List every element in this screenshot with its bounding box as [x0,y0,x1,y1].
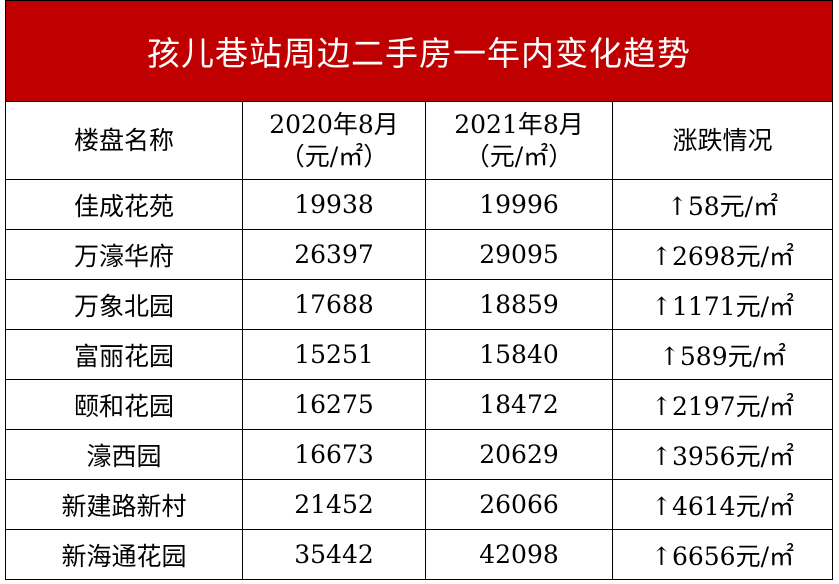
table-cell: 富丽花园 [5,329,243,380]
table-cell: ↑589元/㎡ [612,329,833,380]
header-cell: 2020年8月 （元/㎡） [242,101,426,180]
table-row: 佳成花苑 19938 19996 ↑58元/㎡ [5,179,833,230]
table-cell: 19996 [425,179,613,230]
table-cell: 新海通花园 [5,529,243,580]
table-cell: 29095 [425,229,613,280]
table-cell: 新建路新村 [5,479,243,530]
table-body: 孩儿巷站周边二手房一年内变化趋势 楼盘名称 2020年8月 （元/㎡） 2021年8… [5,0,833,580]
table-cell: 佳成花苑 [5,179,243,230]
table-cell: ↑1171元/㎡ [612,279,833,330]
table-row: 富丽花园 15251 15840 ↑589元/㎡ [5,329,833,380]
table-cell: 42098 [425,529,613,580]
table-row: 濠西园 16673 20629 ↑3956元/㎡ [5,429,833,480]
table-cell: 万濠华府 [5,229,243,280]
table-title: 孩儿巷站周边二手房一年内变化趋势 [5,0,833,102]
table-cell: 18859 [425,279,613,330]
table-cell: 35442 [242,529,426,580]
table-cell: 26066 [425,479,613,530]
table-row: 万濠华府 26397 29095 ↑2698元/㎡ [5,229,833,280]
price-table: 孩儿巷站周边二手房一年内变化趋势 楼盘名称 2020年8月 （元/㎡） 2021年8… [5,0,833,580]
table-row: 颐和花园 16275 18472 ↑2197元/㎡ [5,379,833,430]
table-cell: 26397 [242,229,426,280]
table-row: 新建路新村 21452 26066 ↑4614元/㎡ [5,479,833,530]
table-cell: 15251 [242,329,426,380]
table-cell: 16275 [242,379,426,430]
table-cell: ↑6656元/㎡ [612,529,833,580]
table-cell: 濠西园 [5,429,243,480]
table-cell: 18472 [425,379,613,430]
header-cell: 涨跌情况 [612,101,833,180]
table-cell: 颐和花园 [5,379,243,430]
title-row: 孩儿巷站周边二手房一年内变化趋势 [5,0,833,102]
table-cell: 17688 [242,279,426,330]
table-cell: ↑4614元/㎡ [612,479,833,530]
table-cell: 15840 [425,329,613,380]
table-cell: ↑2698元/㎡ [612,229,833,280]
table-cell: ↑58元/㎡ [612,179,833,230]
table-cell: 19938 [242,179,426,230]
table-cell: 16673 [242,429,426,480]
table-cell: ↑2197元/㎡ [612,379,833,430]
table-row: 万象北园 17688 18859 ↑1171元/㎡ [5,279,833,330]
table-row: 新海通花园 35442 42098 ↑6656元/㎡ [5,529,833,580]
header-cell: 2021年8月 （元/㎡） [425,101,613,180]
table-cell: 20629 [425,429,613,480]
table-cell: 万象北园 [5,279,243,330]
header-cell: 楼盘名称 [5,101,243,180]
header-row: 楼盘名称 2020年8月 （元/㎡） 2021年8月 （元/㎡） 涨跌情况 [5,101,833,180]
table-cell: ↑3956元/㎡ [612,429,833,480]
table-cell: 21452 [242,479,426,530]
